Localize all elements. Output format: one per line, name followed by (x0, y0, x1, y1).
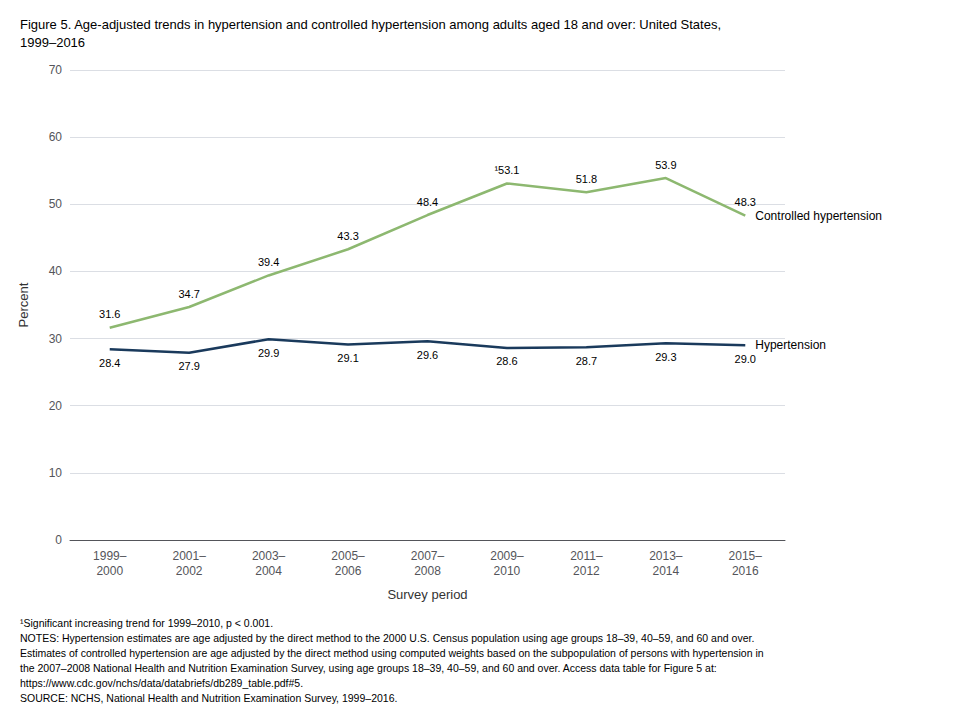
svg-text:34.7: 34.7 (178, 288, 199, 300)
svg-text:30: 30 (49, 332, 63, 346)
svg-text:20: 20 (49, 399, 63, 413)
svg-text:51.8: 51.8 (576, 173, 597, 185)
svg-text:2009–: 2009– (490, 549, 524, 563)
svg-text:29.3: 29.3 (655, 351, 676, 363)
svg-text:28.6: 28.6 (496, 355, 517, 367)
svg-text:¹53.1: ¹53.1 (494, 164, 519, 176)
svg-text:2000: 2000 (96, 564, 123, 578)
svg-text:¹Significant increasing trend: ¹Significant increasing trend for 1999–2… (20, 617, 273, 629)
svg-text:NOTES: Hypertension estimates: NOTES: Hypertension estimates are age ad… (20, 632, 754, 644)
svg-text:2013–: 2013– (649, 549, 683, 563)
svg-text:28.7: 28.7 (576, 355, 597, 367)
svg-text:2008: 2008 (414, 564, 441, 578)
svg-text:the 2007–2008 National Health: the 2007–2008 National Health and Nutrit… (20, 662, 717, 674)
svg-text:29.9: 29.9 (258, 347, 279, 359)
svg-text:31.6: 31.6 (99, 308, 120, 320)
svg-text:Figure 5. Age-adjusted trends: Figure 5. Age-adjusted trends in hyperte… (20, 17, 721, 32)
svg-text:Estimates of controlled hypert: Estimates of controlled hypertension are… (20, 647, 764, 659)
svg-text:39.4: 39.4 (258, 256, 279, 268)
svg-text:2011–: 2011– (570, 549, 603, 563)
svg-text:29.1: 29.1 (337, 352, 358, 364)
svg-text:10: 10 (49, 466, 63, 480)
svg-text:2004: 2004 (255, 564, 282, 578)
svg-text:2005–: 2005– (331, 549, 365, 563)
svg-text:27.9: 27.9 (178, 360, 199, 372)
svg-text:60: 60 (49, 130, 63, 144)
svg-text:SOURCE: NCHS, National Health: SOURCE: NCHS, National Health and Nutrit… (20, 692, 397, 704)
svg-text:50: 50 (49, 197, 63, 211)
svg-text:2001–: 2001– (172, 549, 206, 563)
svg-text:2006: 2006 (335, 564, 362, 578)
svg-text:Percent: Percent (16, 282, 31, 327)
svg-text:48.3: 48.3 (735, 196, 756, 208)
svg-text:https://www.cdc.gov/nchs/data/: https://www.cdc.gov/nchs/data/databriefs… (20, 677, 303, 689)
svg-text:40: 40 (49, 264, 63, 278)
svg-text:43.3: 43.3 (337, 230, 358, 242)
svg-text:2010: 2010 (494, 564, 521, 578)
svg-text:1999–: 1999– (93, 549, 127, 563)
svg-text:29.6: 29.6 (417, 349, 438, 361)
svg-text:1999–2016: 1999–2016 (20, 35, 85, 50)
svg-text:0: 0 (55, 533, 62, 547)
svg-text:2012: 2012 (573, 564, 600, 578)
svg-text:2015–: 2015– (729, 549, 763, 563)
svg-text:70: 70 (49, 63, 63, 77)
svg-text:2002: 2002 (176, 564, 203, 578)
svg-text:2014: 2014 (652, 564, 679, 578)
svg-text:2007–: 2007– (411, 549, 445, 563)
svg-text:28.4: 28.4 (99, 357, 120, 369)
svg-text:Survey period: Survey period (387, 587, 467, 602)
svg-text:Hypertension: Hypertension (755, 338, 826, 352)
svg-text:2016: 2016 (732, 564, 759, 578)
svg-text:Controlled hypertension: Controlled hypertension (755, 209, 882, 223)
svg-text:48.4: 48.4 (417, 196, 438, 208)
svg-text:2003–: 2003– (252, 549, 286, 563)
svg-text:29.0: 29.0 (735, 353, 756, 365)
svg-text:53.9: 53.9 (655, 159, 676, 171)
